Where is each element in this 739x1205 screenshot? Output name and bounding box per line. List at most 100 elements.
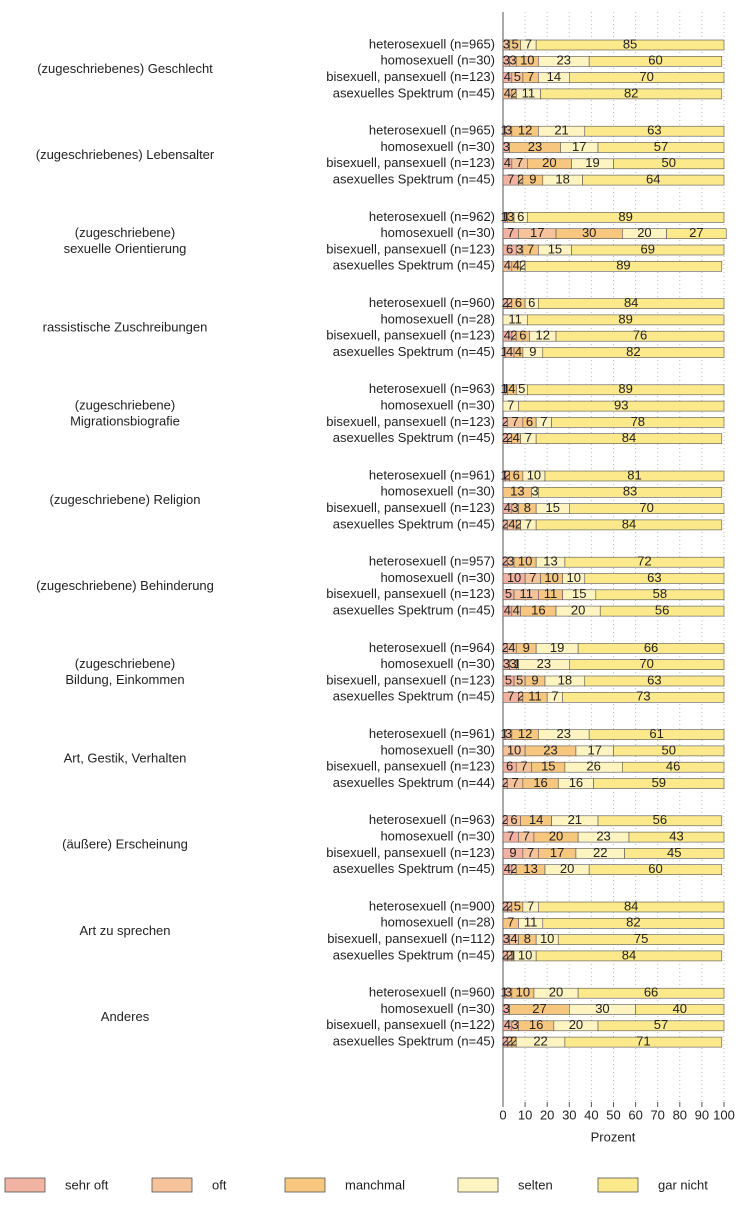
data-label: 30	[582, 225, 596, 240]
data-label: 4	[508, 381, 515, 396]
data-label: 10	[540, 931, 554, 946]
data-label: 11	[522, 85, 536, 100]
y-tick-label: homosexuell (n=30)	[380, 398, 495, 413]
y-tick-label: bisexuell, pansexuell (n=112)	[327, 931, 495, 946]
data-label: 2	[519, 258, 526, 273]
bar-segment	[564, 1036, 723, 1048]
data-label: 12	[518, 123, 532, 138]
data-label: 60	[648, 53, 662, 68]
data-label: 7	[520, 759, 527, 774]
y-tick-label: homosexuell (n=30)	[380, 742, 495, 757]
data-label: 73	[636, 689, 650, 704]
data-label: 11	[508, 311, 522, 326]
data-label: 84	[622, 516, 636, 531]
data-label: 3	[503, 1001, 510, 1016]
data-label: 2	[506, 430, 513, 445]
data-label: 2	[504, 467, 511, 482]
data-label: 7	[527, 241, 534, 256]
data-label: 9	[529, 172, 536, 187]
group-label: (äußere) Erscheinung	[62, 837, 188, 852]
data-label: 16	[533, 775, 547, 790]
data-label: 7	[525, 516, 532, 531]
data-label: 20	[549, 829, 563, 844]
x-axis-label: Prozent	[591, 1129, 636, 1144]
legend-label: manchmal	[345, 1177, 405, 1192]
data-label: 1	[500, 344, 507, 359]
y-tick-label: heterosexuell (n=965)	[369, 123, 495, 138]
bar-segment	[524, 260, 723, 272]
data-label: 3	[505, 985, 512, 1000]
data-label: 63	[647, 570, 661, 585]
y-tick-label: heterosexuell (n=960)	[369, 295, 495, 310]
data-label: 59	[652, 775, 666, 790]
y-tick-label: heterosexuell (n=900)	[369, 898, 495, 913]
data-label: 89	[618, 381, 632, 396]
bar-segment	[527, 314, 725, 326]
data-label: 4	[510, 931, 517, 946]
data-label: 56	[655, 603, 669, 618]
data-label: 17	[530, 225, 544, 240]
bar-segment	[542, 917, 725, 929]
data-label: 19	[550, 640, 564, 655]
data-label: 57	[654, 1017, 668, 1032]
data-label: 6	[510, 812, 517, 827]
data-label: 12	[518, 726, 532, 741]
data-label: 4	[515, 344, 522, 359]
legend-swatch	[284, 1177, 326, 1193]
data-label: 45	[667, 845, 681, 860]
group-label: Art zu sprechen	[79, 923, 170, 938]
y-tick-label: bisexuell, pansexuell (n=123)	[326, 328, 495, 343]
data-label: 2	[510, 328, 517, 343]
data-label: 9	[531, 672, 538, 687]
data-label: 27	[689, 225, 703, 240]
data-label: 81	[627, 467, 641, 482]
data-label: 1	[500, 467, 507, 482]
data-label: 2	[506, 898, 513, 913]
legend-label: sehr oft	[65, 1177, 109, 1192]
data-label: 93	[614, 398, 628, 413]
y-tick-label: homosexuell (n=30)	[380, 225, 495, 240]
data-label: 23	[543, 742, 557, 757]
data-label: 4	[504, 69, 511, 84]
group-label: (zugeschriebene) sexuelle Orientierung	[64, 225, 187, 256]
data-label: 7	[525, 36, 532, 51]
y-tick-label: homosexuell (n=30)	[380, 570, 495, 585]
bar-segment	[666, 228, 727, 239]
data-label: 1	[503, 381, 510, 396]
data-label: 7	[527, 845, 534, 860]
data-label: 11	[544, 586, 558, 601]
data-label: 3	[503, 656, 510, 671]
y-tick-label: asexuelles Spektrum (n=45)	[333, 603, 495, 618]
data-label: 2	[502, 1034, 509, 1049]
data-label: 2	[502, 554, 509, 569]
bar-segment	[518, 400, 725, 412]
legend-swatch	[151, 1177, 193, 1193]
data-label: 2	[515, 516, 522, 531]
data-label: 23	[596, 829, 610, 844]
data-label: 4	[513, 603, 520, 618]
x-tick-label: 60	[628, 1107, 642, 1122]
y-tick-label: asexuelles Spektrum (n=45)	[333, 861, 495, 876]
bar-segment	[535, 950, 723, 962]
data-label: 60	[648, 861, 662, 876]
group-label: (zugeschriebenes) Geschlecht	[37, 61, 213, 76]
group-label: (zugeschriebene) Migrationsbiografie	[70, 398, 180, 429]
y-tick-label: asexuelles Spektrum (n=45)	[333, 516, 495, 531]
data-label: 2	[502, 640, 509, 655]
data-label: 3	[509, 53, 516, 68]
y-tick-label: heterosexuell (n=962)	[369, 209, 495, 224]
group-label: rassistische Zuschreibungen	[43, 319, 208, 334]
data-label: 6	[528, 295, 535, 310]
data-label: 61	[649, 726, 663, 741]
y-tick-label: homosexuell (n=30)	[380, 139, 495, 154]
data-label: 5	[518, 381, 525, 396]
data-label: 7	[527, 69, 534, 84]
data-label: 7	[523, 829, 530, 844]
bar-segment	[584, 573, 725, 584]
data-label: 4	[513, 430, 520, 445]
data-label: 23	[557, 726, 571, 741]
bar-segment	[557, 934, 725, 945]
legend-label: selten	[518, 1177, 553, 1192]
data-label: 10	[516, 985, 530, 1000]
data-label: 2	[502, 947, 509, 962]
